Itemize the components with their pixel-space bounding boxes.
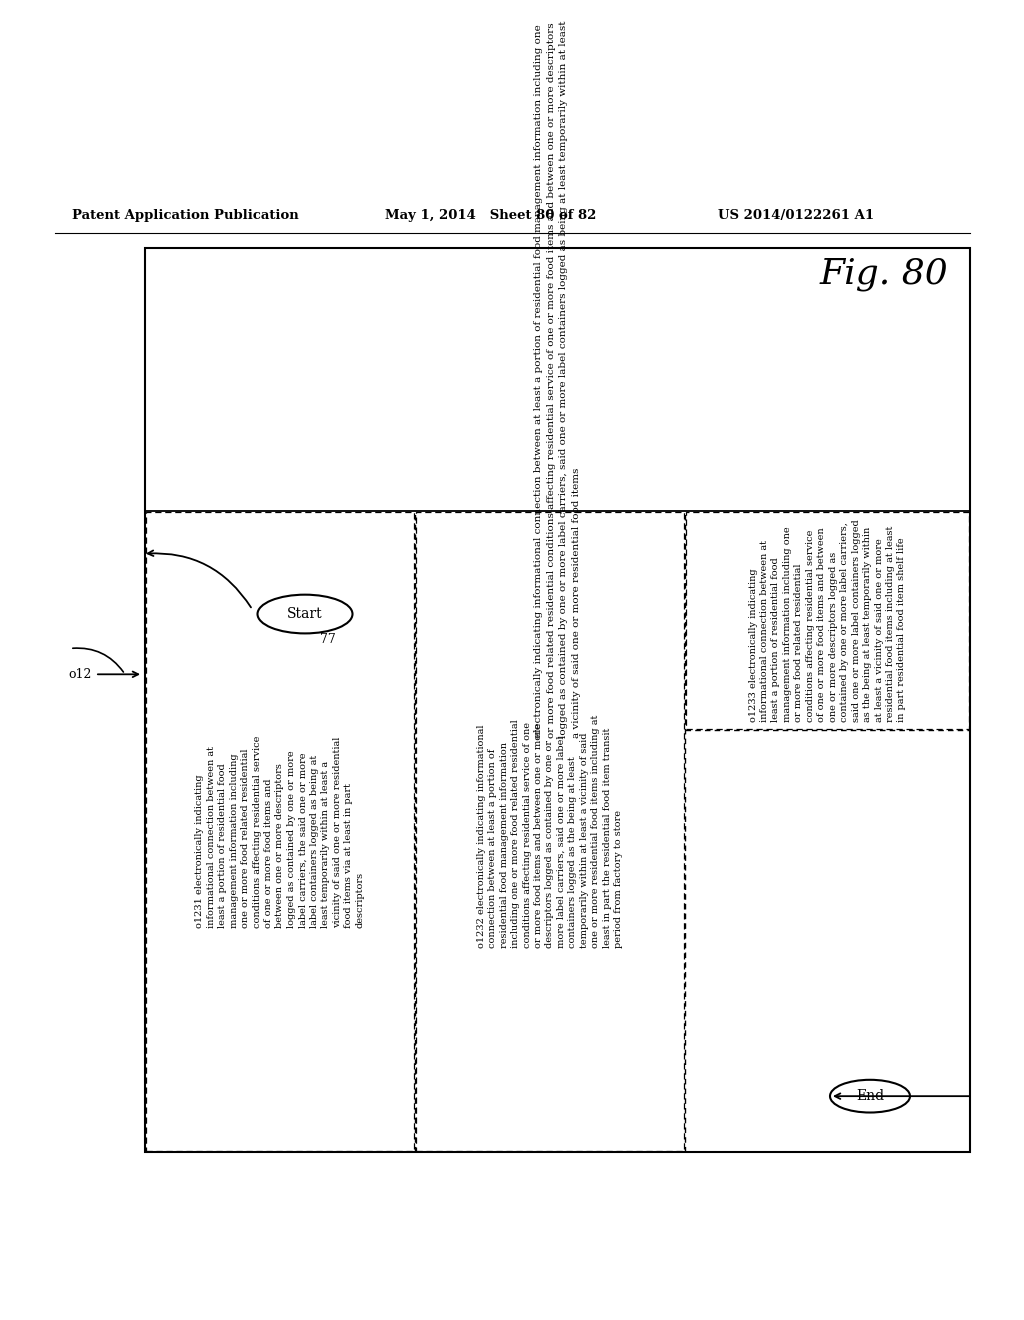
Bar xyxy=(146,512,414,1151)
Bar xyxy=(145,248,970,1152)
Text: Patent Application Publication: Patent Application Publication xyxy=(72,209,299,222)
Text: May 1, 2014   Sheet 80 of 82: May 1, 2014 Sheet 80 of 82 xyxy=(385,209,596,222)
Ellipse shape xyxy=(257,595,352,634)
Text: Fig. 80: Fig. 80 xyxy=(820,257,949,290)
Text: Start: Start xyxy=(287,607,323,620)
Text: End: End xyxy=(856,1089,884,1104)
Text: o12: o12 xyxy=(68,668,91,681)
Text: o1232 electronically indicating informational
connection between at least a port: o1232 electronically indicating informat… xyxy=(477,714,624,948)
Text: o1231 electronically indicating
informational connection between at
least a port: o1231 electronically indicating informat… xyxy=(196,735,365,928)
Ellipse shape xyxy=(830,1080,910,1113)
Text: electronically indicating informational connection between at least a portion of: electronically indicating informational … xyxy=(535,21,581,738)
Text: US 2014/0122261 A1: US 2014/0122261 A1 xyxy=(718,209,874,222)
Text: 77: 77 xyxy=(319,634,336,647)
Bar xyxy=(686,512,969,730)
Bar xyxy=(416,512,684,1151)
Text: o1233 electronically indicating
informational connection between at
least a port: o1233 electronically indicating informat… xyxy=(749,519,906,722)
